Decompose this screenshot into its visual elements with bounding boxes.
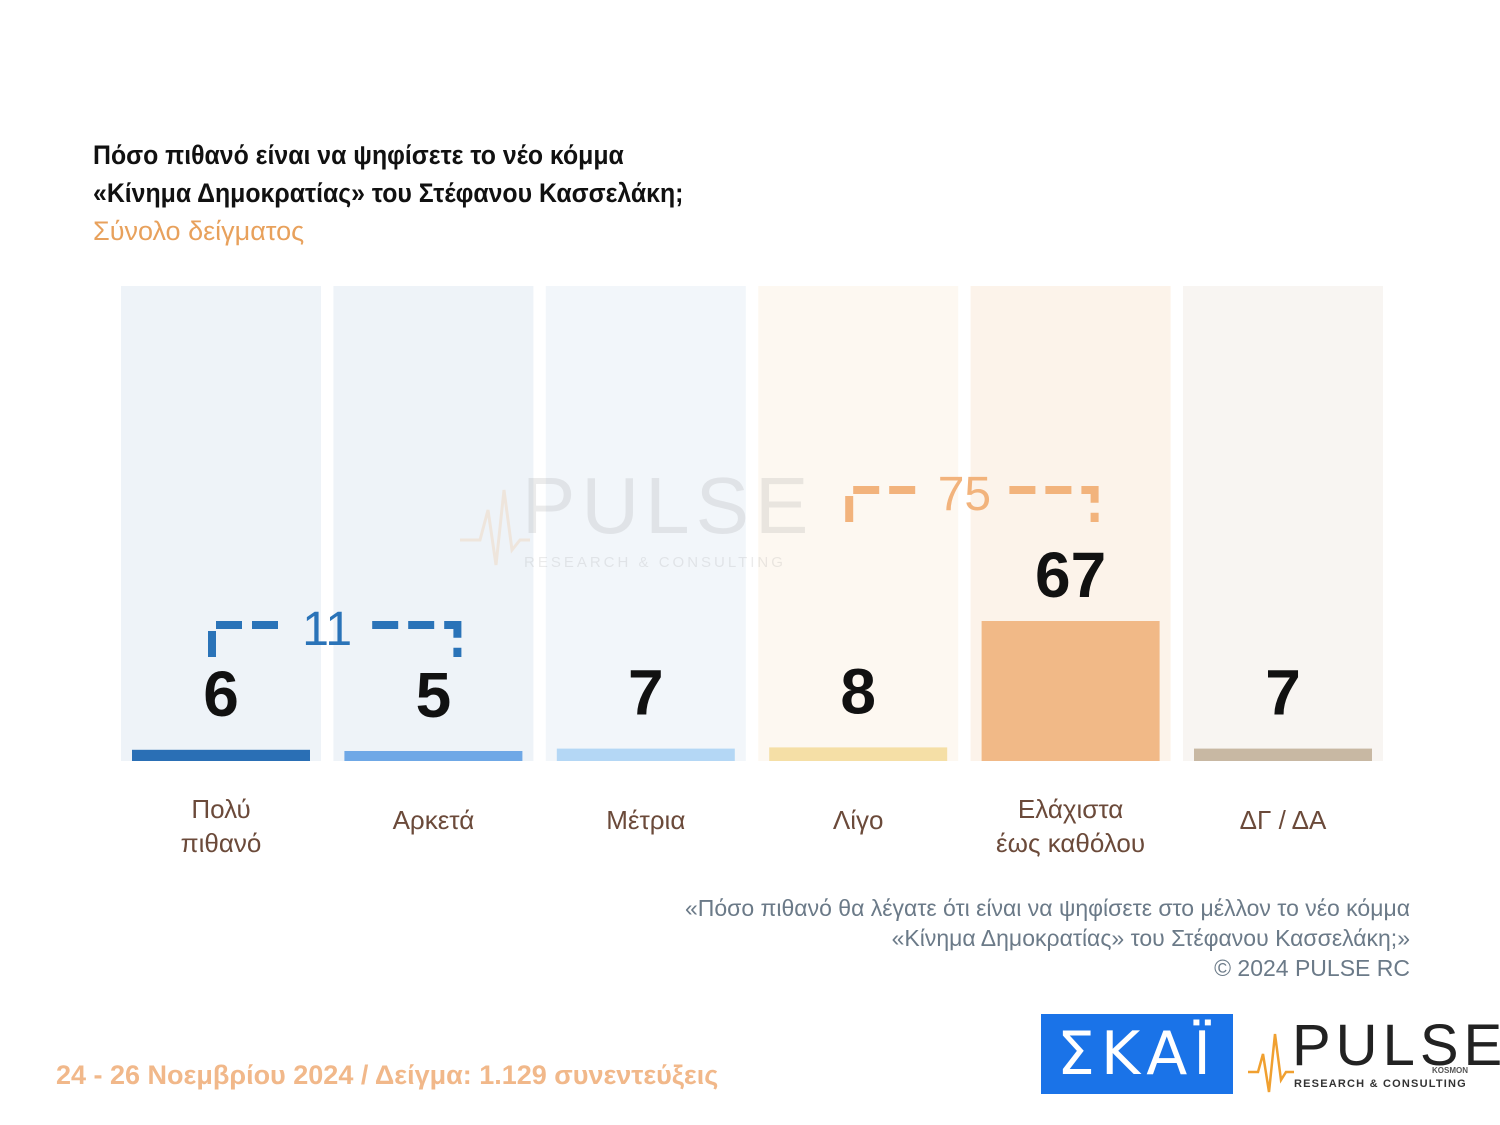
skai-logo: ΣΚΑΪ xyxy=(1041,1014,1233,1094)
watermark-name: PULSE xyxy=(522,461,815,550)
pulse-logo: PULSE KOSMON RESEARCH & CONSULTING xyxy=(1248,1013,1500,1098)
category-label: Μέτρια xyxy=(606,805,685,835)
footnote-line-2: «Κίνημα Δημοκρατίας» του Στέφανου Κασσελ… xyxy=(891,925,1410,951)
pulse-watermark: PULSE RESEARCH & CONSULTING xyxy=(460,460,808,580)
pulse-wave-icon xyxy=(1248,1033,1294,1093)
value-label: 7 xyxy=(1265,657,1301,729)
pulse-wave-icon xyxy=(460,489,530,566)
group-total-label: 11 xyxy=(302,603,352,656)
group-bracket-right xyxy=(1009,486,1099,522)
column-background xyxy=(121,286,321,761)
footnote-copyright: © 2024 PULSE RC xyxy=(1214,955,1410,981)
category-label: Πολύ xyxy=(191,794,250,824)
bar xyxy=(769,747,948,761)
value-label: 7 xyxy=(628,657,664,729)
question-footnote: «Πόσο πιθανό θα λέγατε ότι είναι να ψηφί… xyxy=(685,893,1410,983)
pulse-logo-sub: RESEARCH & CONSULTING xyxy=(1294,1078,1467,1090)
pulse-logo-kosmon: KOSMON xyxy=(1432,1066,1468,1075)
footnote-line-1: «Πόσο πιθανό θα λέγατε ότι είναι να ψηφί… xyxy=(684,895,1410,921)
title-line-2: «Κίνημα Δημοκρατίας» του Στέφανου Κασσελ… xyxy=(93,178,684,208)
category-label: Λίγο xyxy=(833,805,884,835)
bar-chart: 6 Πολύ πιθανό 5 Αρκετά 7 Μέτρια 8 Λίγο 67 Ελάχιστα… xyxy=(121,286,1383,858)
bar xyxy=(1194,748,1372,761)
group-bracket-left xyxy=(845,486,920,522)
pulse-logo-text: PULSE xyxy=(1292,1013,1500,1078)
chart-title: Πόσο πιθανό είναι να ψηφίσετε το νέο κόμ… xyxy=(93,136,792,212)
category-label: πιθανό xyxy=(181,828,262,858)
bar xyxy=(344,751,523,761)
watermark-sub: RESEARCH & CONSULTING xyxy=(524,554,786,571)
value-label: 5 xyxy=(416,659,452,731)
survey-date-sample: 24 - 26 Νοεμβρίου 2024 / Δείγμα: 1.129 σ… xyxy=(56,1060,719,1090)
group-bracket-right xyxy=(372,621,462,657)
bar xyxy=(981,621,1160,761)
column-background xyxy=(1183,286,1383,761)
category-label: έως καθόλου xyxy=(996,828,1145,858)
group-total-label: 75 xyxy=(938,468,991,521)
bar xyxy=(556,748,735,761)
category-label: ΔΓ / ΔΑ xyxy=(1240,805,1327,835)
group-bracket-left xyxy=(208,621,283,657)
chart-subtitle: Σύνολο δείγματος xyxy=(93,216,305,246)
value-label: 67 xyxy=(1035,539,1106,611)
column-background xyxy=(758,286,959,761)
value-label: 6 xyxy=(203,658,239,730)
category-label: Αρκετά xyxy=(393,805,475,835)
column-background xyxy=(545,286,746,761)
title-line-1: Πόσο πιθανό είναι να ψηφίσετε το νέο κόμ… xyxy=(93,140,624,170)
column-background xyxy=(333,286,534,761)
category-label: Ελάχιστα xyxy=(1018,794,1123,824)
bar xyxy=(132,749,310,761)
value-label: 8 xyxy=(840,655,876,727)
